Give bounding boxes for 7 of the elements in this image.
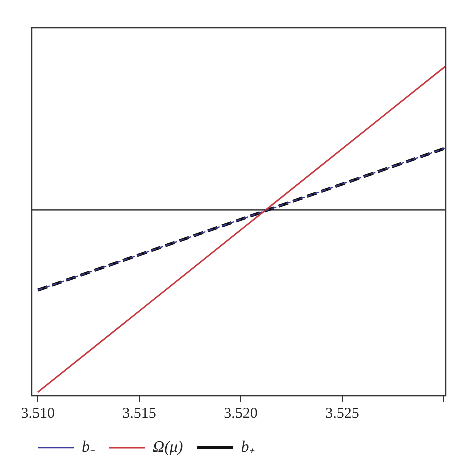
x-tick-label: 3.515	[122, 406, 156, 422]
x-tick-label: 3.525	[326, 406, 360, 422]
legend-label: b₊	[241, 439, 256, 456]
legend-label: Ω(μ)	[153, 439, 184, 456]
legend-label: b₋	[82, 439, 96, 456]
x-tick-label: 3.510	[21, 406, 55, 422]
x-tick-label: 3.520	[224, 406, 258, 422]
